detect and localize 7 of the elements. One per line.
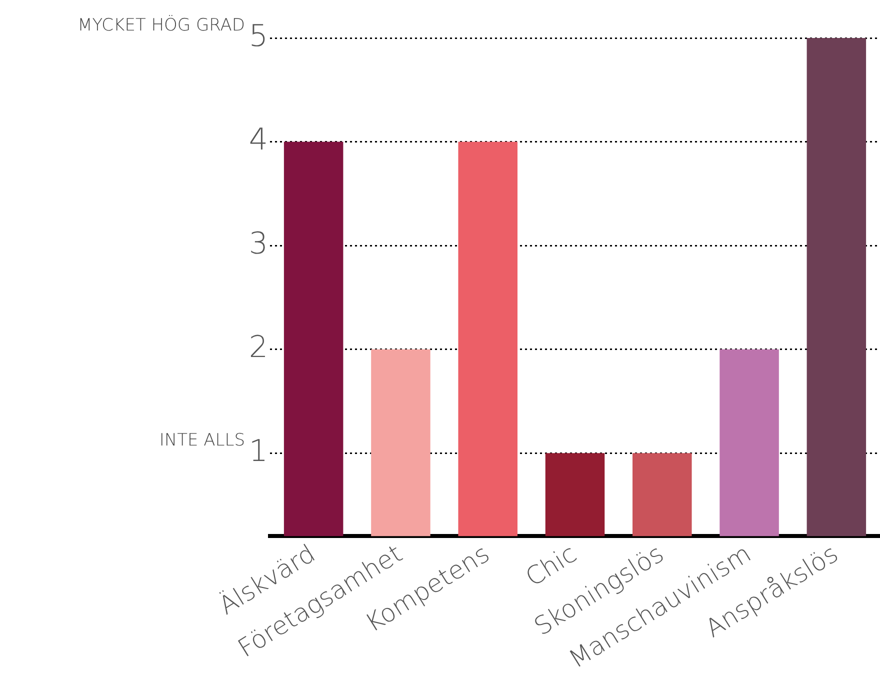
text: MYCKET HÖG GRAD [78, 14, 245, 36]
y-tick-label: 1 [248, 434, 268, 469]
y-tick-label: 5 [248, 18, 268, 54]
y-tick-label: 3 [248, 226, 268, 262]
text: INTE ALLS [159, 430, 245, 451]
y-tick-label: 4 [248, 122, 268, 158]
y-tick-label: 2 [248, 330, 268, 366]
